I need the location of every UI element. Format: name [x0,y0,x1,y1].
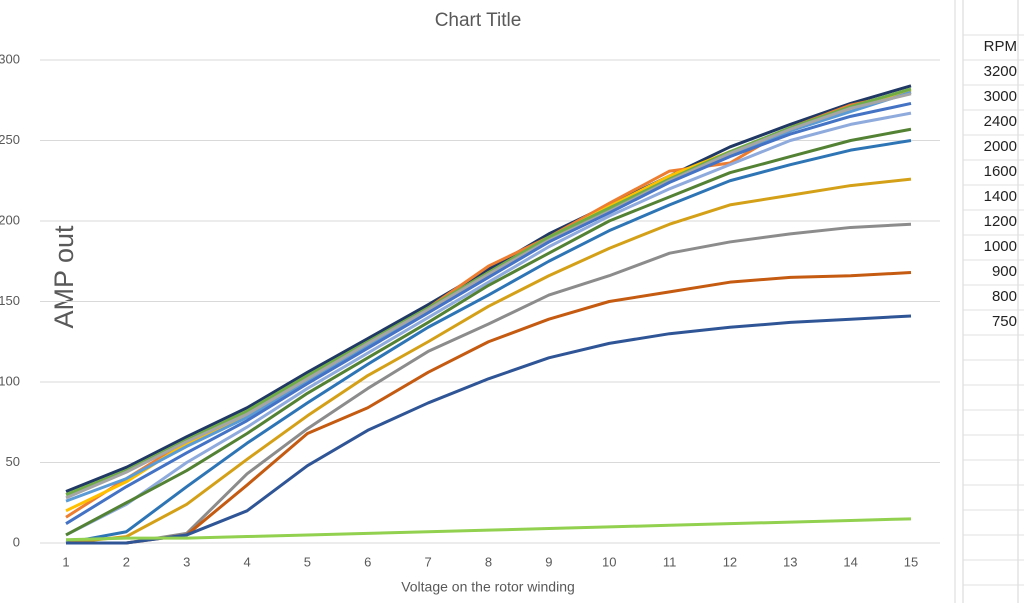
cell-text: 1600 [984,163,1017,180]
sheet-area [955,0,1024,603]
cell-text: 1400 [984,188,1017,205]
series-line [66,222,912,545]
cell-text: 2000 [984,138,1017,155]
x-tick-label: 3 [183,554,190,569]
series-line [65,139,912,545]
y-tick-label: 50 [6,454,20,469]
y-tick-label: 300 [0,51,20,66]
x-tick-label: 9 [545,554,552,569]
series-line [65,111,912,537]
y-axis-label: AMP out [49,225,79,329]
x-tick-label: 2 [123,554,130,569]
x-tick-label: 7 [425,554,432,569]
x-tick-label: 14 [843,554,857,569]
cell-text: 800 [992,288,1017,305]
x-tick-label: 5 [304,554,311,569]
y-tick-label: 150 [0,293,20,308]
x-tick-label: 11 [663,554,677,569]
y-tick-label: 0 [13,534,20,549]
series-line [65,127,912,537]
x-tick-label: 12 [723,554,737,569]
series-line [65,517,912,542]
x-tick-label: 8 [485,554,492,569]
x-tick-label: 10 [602,554,616,569]
x-axis-label: Voltage on the rotor winding [401,579,575,595]
cell-text: 1200 [984,213,1017,230]
x-tick-label: 6 [364,554,371,569]
series-line [65,102,912,525]
cell-text: 2400 [984,113,1017,130]
x-tick-label: 4 [243,554,250,569]
cell-text: 1000 [984,238,1017,255]
y-tick-label: 250 [0,132,20,147]
cell-text: 3200 [984,63,1017,80]
cell-text: 900 [992,263,1017,280]
series-line [66,271,912,545]
x-tick-label: 13 [783,554,797,569]
cell-text: 3000 [984,88,1017,105]
series-line [65,177,912,545]
y-tick-label: 200 [0,212,20,227]
cell-text: 750 [992,313,1017,330]
cell-text: RPM [984,38,1017,55]
y-tick-label: 100 [0,373,20,388]
x-tick-label: 1 [62,554,69,569]
series-line [65,92,912,500]
series-line [65,84,912,493]
x-tick-label: 15 [904,554,918,569]
series-line [66,314,912,545]
series-line [65,89,912,513]
chart-title: Chart Title [435,10,522,31]
